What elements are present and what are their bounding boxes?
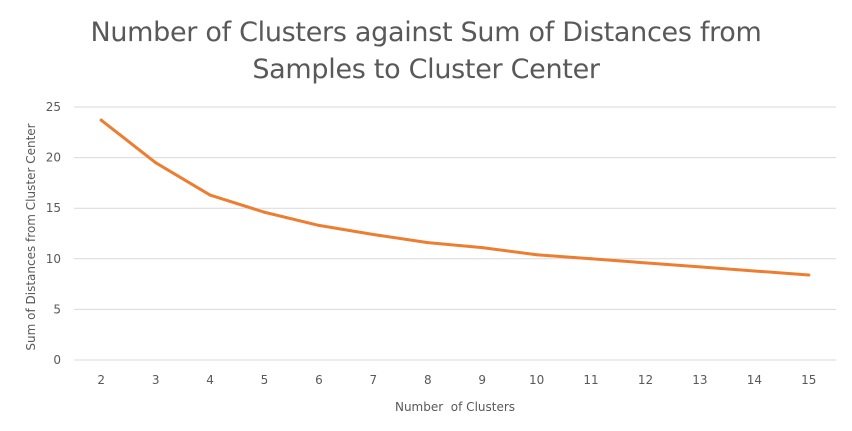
x-tick-label: 3	[152, 373, 160, 387]
chart-title-line-2: Samples to Cluster Center	[252, 54, 600, 85]
y-tick-label: 0	[53, 353, 61, 367]
x-tick-label: 11	[583, 373, 598, 387]
chart-title: Number of Clusters against Sum of Distan…	[0, 14, 852, 88]
data-point	[535, 253, 539, 257]
data-point	[263, 210, 266, 214]
x-tick-label: 9	[478, 373, 486, 387]
data-point	[154, 161, 158, 165]
y-tick-label: 15	[46, 201, 61, 215]
x-axis-title: Number of Clusters	[395, 400, 515, 414]
x-tick-labels: 2 3 4 5 6 7 8 9 10 11 12 13 14 15	[97, 373, 816, 387]
x-tick-label: 13	[692, 373, 707, 387]
x-tick-label: 5	[261, 373, 269, 387]
x-tick-label: 2	[97, 373, 105, 387]
x-tick-label: 14	[747, 373, 762, 387]
y-axis-title: Sum of Distances from Cluster Center	[24, 123, 38, 350]
x-tick-label: 15	[801, 373, 816, 387]
gridlines	[74, 106, 836, 361]
data-point	[589, 257, 593, 261]
y-tick-label: 25	[46, 100, 61, 114]
data-series	[99, 118, 811, 277]
x-tick-label: 12	[638, 373, 653, 387]
data-point	[480, 246, 484, 250]
data-point	[752, 269, 756, 273]
y-tick-label: 10	[46, 252, 61, 266]
data-point	[371, 233, 375, 237]
data-point	[807, 273, 811, 277]
x-tick-label: 6	[315, 373, 323, 387]
y-tick-label: 20	[46, 151, 61, 165]
x-tick-label: 7	[370, 373, 378, 387]
data-point	[208, 193, 212, 197]
data-point	[698, 265, 702, 269]
x-tick-label: 8	[424, 373, 432, 387]
chart-title-line-1: Number of Clusters against Sum of Distan…	[90, 17, 762, 48]
y-tick-label: 5	[53, 302, 61, 316]
series-line	[99, 118, 811, 277]
data-point	[99, 118, 103, 122]
data-point	[644, 261, 647, 265]
y-tick-labels: 0 5 10 15 20 25	[46, 100, 61, 367]
data-point	[426, 241, 430, 245]
x-tick-label: 4	[206, 373, 214, 387]
x-tick-label: 10	[529, 373, 544, 387]
data-point	[317, 223, 321, 227]
